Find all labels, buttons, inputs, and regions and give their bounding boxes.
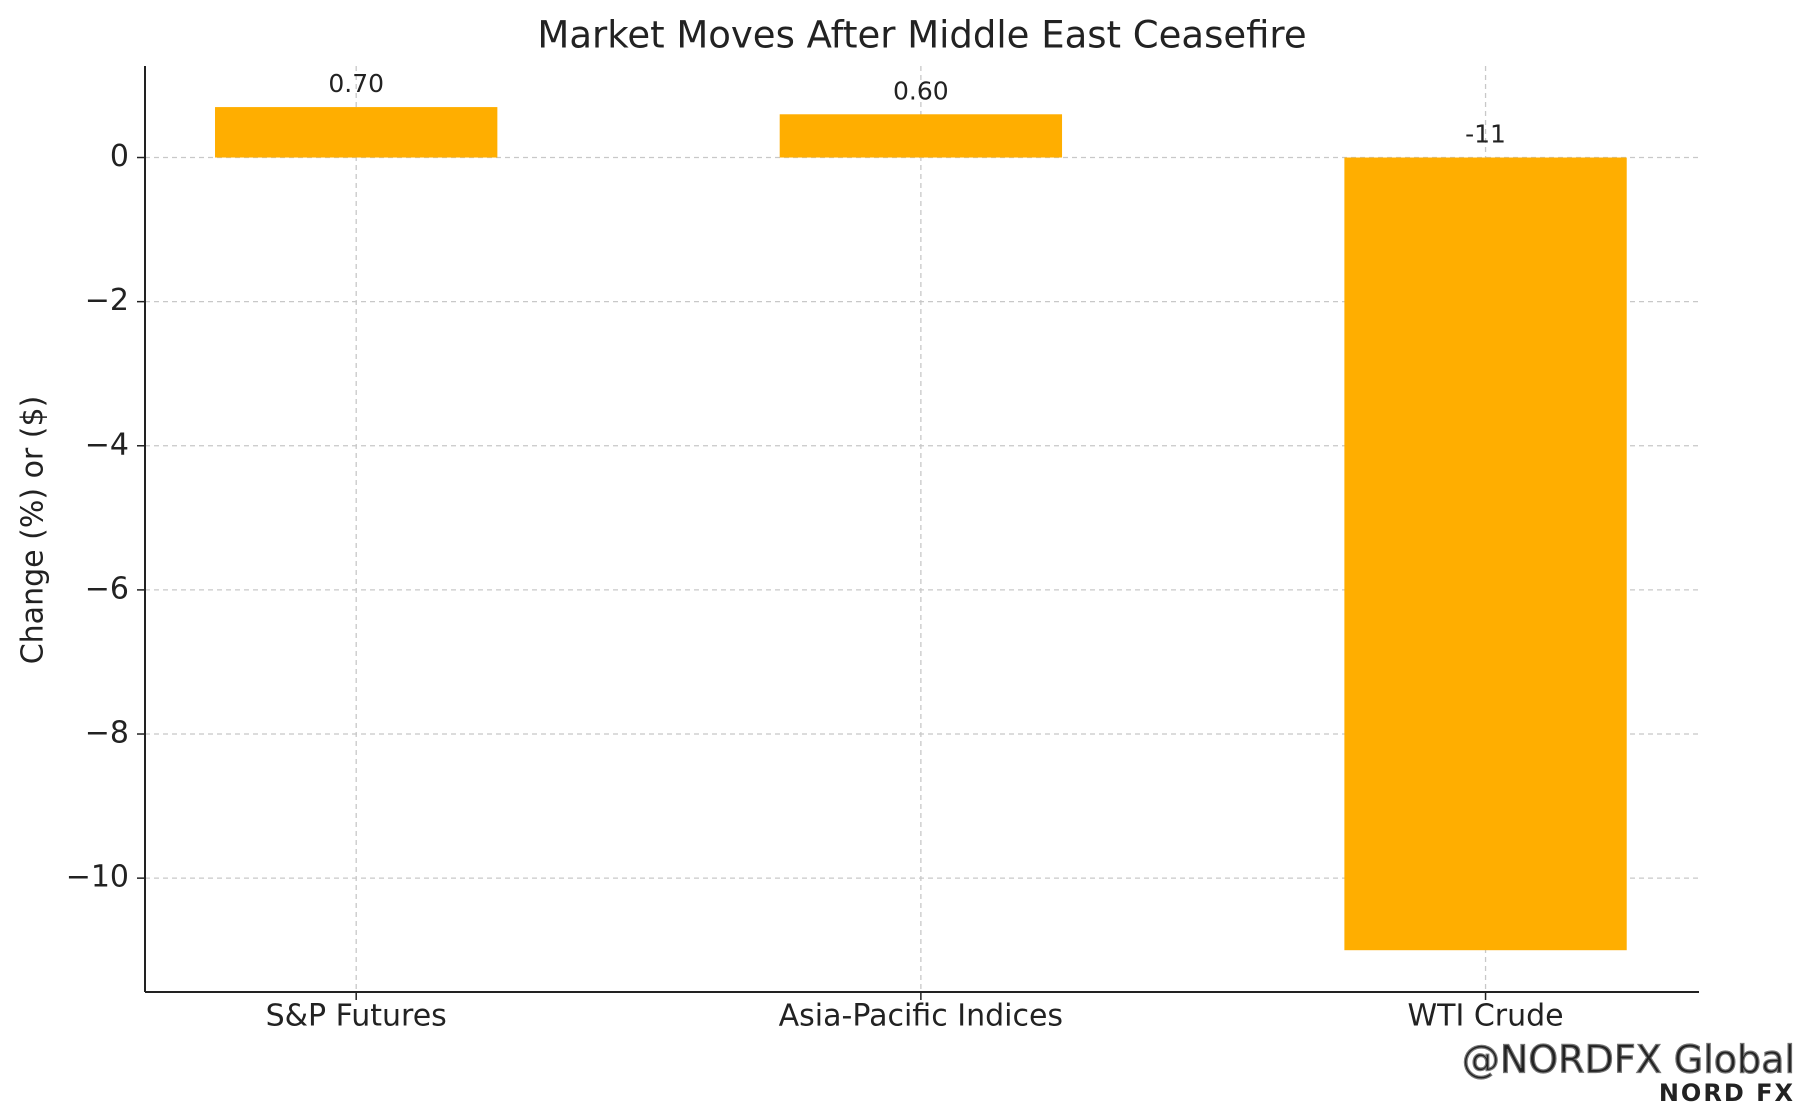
chart-title: Market Moves After Middle East Ceasefire	[537, 14, 1306, 57]
x-tick-label: S&P Futures	[266, 999, 447, 1034]
y-tick-label: −8	[85, 716, 129, 751]
bar	[779, 114, 1063, 158]
watermark: @NORDFX Global	[1462, 1038, 1795, 1082]
bar	[1344, 157, 1627, 951]
bar	[215, 107, 498, 158]
y-tick-label: −10	[66, 860, 129, 895]
x-tick-label: WTI Crude	[1407, 999, 1563, 1034]
data-label: -11	[1465, 120, 1506, 149]
y-tick-label: 0	[110, 139, 129, 174]
x-tick-label: Asia-Pacific Indices	[779, 999, 1063, 1034]
y-tick-label: −4	[85, 427, 129, 462]
data-label: 0.70	[328, 69, 384, 98]
y-tick-label: −6	[85, 571, 129, 606]
logo: NORD FX	[1659, 1079, 1795, 1107]
y-axis-label: Change (%) or ($)	[16, 396, 51, 665]
data-label: 0.60	[893, 76, 949, 105]
y-tick-label: −2	[85, 283, 129, 318]
